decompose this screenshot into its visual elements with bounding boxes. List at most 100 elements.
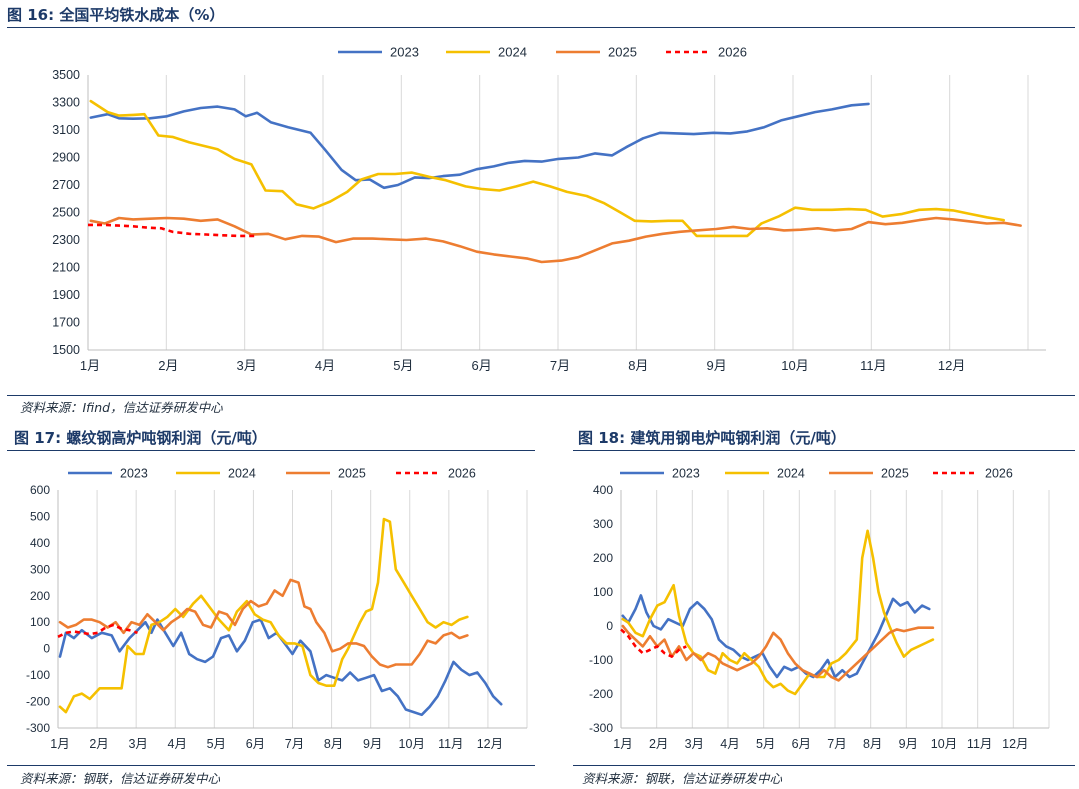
x-tick-label: 5月: [207, 737, 226, 751]
y-tick-label: 400: [30, 536, 50, 550]
x-tick-label: 7月: [285, 737, 304, 751]
x-tick-label: 8月: [863, 737, 882, 751]
legend-label-2024: 2024: [498, 45, 527, 60]
y-tick-label: 1500: [52, 343, 80, 357]
x-tick-label: 4月: [720, 737, 739, 751]
y-tick-label: 0: [606, 619, 613, 633]
x-tick-label: 10月: [399, 737, 425, 751]
figure16-source: 资料来源：Ifind，信达证券研发中心: [20, 400, 223, 415]
series-line-2023: [58, 618, 503, 717]
x-tick-label: 2月: [649, 737, 668, 751]
y-tick-label: 600: [30, 483, 50, 497]
series-line-2024: [58, 517, 469, 714]
x-tick-label: 4月: [168, 737, 187, 751]
figure17-title: 图 17: 螺纹钢高炉吨钢利润（元/吨）: [14, 429, 267, 447]
legend-label-2024: 2024: [228, 467, 256, 481]
series-line-2023: [89, 102, 870, 190]
y-tick-label: 200: [30, 589, 50, 603]
figure18-chart: -300 -200 -100 0 100 200 300 400 1月 2月 3月 4月 5月 6月 7月 8…: [589, 467, 1050, 751]
legend-label-2025: 2025: [608, 45, 637, 60]
y-tick-label: 1900: [52, 288, 80, 302]
y-tick-label: -300: [589, 721, 613, 735]
series-line-2024: [89, 99, 1005, 238]
series-line-2025: [89, 216, 1022, 264]
y-tick-label: 300: [593, 517, 613, 531]
x-tick-label: 12月: [938, 358, 965, 373]
y-tick-label: 500: [30, 509, 50, 523]
legend-label-2025: 2025: [338, 467, 366, 481]
figure18-title-rule: [573, 450, 1075, 451]
y-tick-label: -200: [589, 687, 613, 701]
x-tick-label: 9月: [363, 737, 382, 751]
x-tick-label: 1月: [50, 737, 69, 751]
x-tick-label: 3月: [685, 737, 704, 751]
series-line-2025: [621, 624, 935, 682]
y-tick-label: 3300: [52, 96, 80, 110]
series-line-2025: [58, 578, 469, 669]
x-tick-label: 8月: [324, 737, 343, 751]
figure16-source-rule: [7, 395, 1075, 396]
legend-label-2026: 2026: [448, 467, 476, 481]
x-tick-label: 2月: [158, 358, 178, 373]
y-tick-label: 2300: [52, 233, 80, 247]
x-tick-label: 7月: [827, 737, 846, 751]
legend-label-2023: 2023: [390, 45, 419, 60]
legend-label-2026: 2026: [985, 467, 1013, 481]
x-tick-label: 10月: [781, 358, 808, 373]
x-tick-label: 11月: [860, 358, 887, 373]
y-tick-label: -100: [26, 668, 50, 682]
y-tick-label: 300: [30, 562, 50, 576]
x-tick-label: 12月: [1002, 737, 1028, 751]
x-tick-label: 9月: [899, 737, 918, 751]
y-tick-label: 0: [43, 642, 50, 656]
figure17-source: 资料来源：钢联，信达证券研发中心: [20, 771, 221, 786]
x-tick-label: 4月: [315, 358, 335, 373]
x-tick-label: 5月: [393, 358, 413, 373]
figure18-source: 资料来源：钢联，信达证券研发中心: [582, 771, 783, 786]
figure17-source-rule: [7, 765, 535, 766]
legend-label-2026: 2026: [718, 45, 747, 60]
x-tick-label: 6月: [246, 737, 265, 751]
x-tick-label: 8月: [628, 358, 648, 373]
y-tick-label: 2700: [52, 178, 80, 192]
x-tick-label: 7月: [550, 358, 570, 373]
y-tick-label: 2100: [52, 261, 80, 275]
figure16-title: 图 16: 全国平均铁水成本（%）: [7, 6, 225, 24]
series-line-2024: [621, 529, 935, 696]
legend-label-2024: 2024: [777, 467, 805, 481]
y-tick-label: 1700: [52, 316, 80, 330]
y-tick-label: 100: [30, 615, 50, 629]
figure16-title-rule: [7, 27, 1075, 28]
x-tick-label: 2月: [89, 737, 108, 751]
figure17-chart: -300 -200 -100 0 100 200 300 400 500 600 1月 2月 3月 4月 5…: [26, 467, 528, 751]
x-tick-label: 6月: [792, 737, 811, 751]
y-tick-label: 2900: [52, 151, 80, 165]
x-tick-label: 5月: [756, 737, 775, 751]
x-tick-label: 11月: [438, 737, 463, 751]
series-line-2026: [88, 223, 255, 238]
x-tick-label: 3月: [128, 737, 147, 751]
x-tick-label: 1月: [613, 737, 632, 751]
x-tick-label: 10月: [931, 737, 957, 751]
x-tick-label: 9月: [707, 358, 727, 373]
x-tick-label: 11月: [967, 737, 992, 751]
y-tick-label: 3100: [52, 123, 80, 137]
figure18-title: 图 18: 建筑用钢电炉吨钢利润（元/吨）: [578, 429, 846, 447]
x-tick-label: 3月: [237, 358, 257, 373]
x-tick-label: 1月: [80, 358, 100, 373]
x-tick-label: 6月: [472, 358, 492, 373]
legend-label-2023: 2023: [120, 467, 148, 481]
x-tick-label: 12月: [477, 737, 503, 751]
figure16-chart: 1500 1700 1900 2100 2300 2500 2700 2900 3100 3300…: [52, 45, 1046, 373]
y-tick-label: 2500: [52, 206, 80, 220]
y-tick-label: 3500: [52, 68, 80, 82]
legend-label-2025: 2025: [881, 467, 909, 481]
y-tick-label: 200: [593, 551, 613, 565]
y-tick-label: 100: [593, 585, 613, 599]
y-tick-label: -300: [26, 721, 50, 735]
y-tick-label: 400: [593, 483, 613, 497]
figure18-source-rule: [573, 765, 1075, 766]
y-tick-label: -100: [589, 653, 613, 667]
y-tick-label: -200: [26, 695, 50, 709]
series-line-2023: [621, 594, 931, 679]
